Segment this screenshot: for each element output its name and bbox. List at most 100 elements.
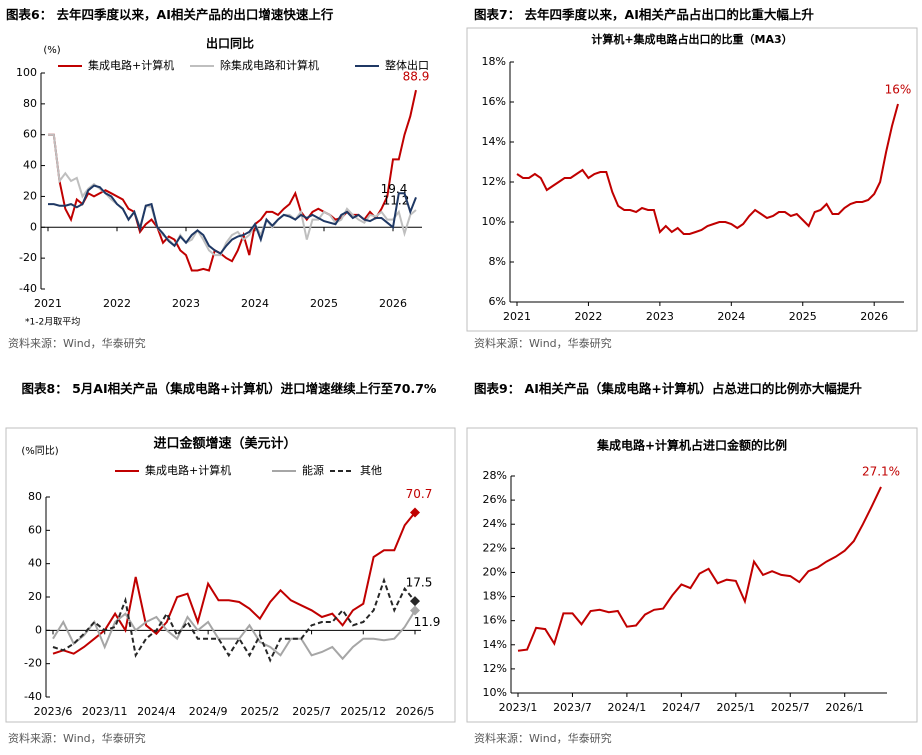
- y-tick-label: 26%: [483, 493, 507, 506]
- y-axis-label: (%): [43, 45, 60, 56]
- x-tick-label: 2023/6: [34, 705, 73, 718]
- y-tick-label: 16%: [482, 95, 506, 108]
- y-tick-label: 60: [28, 523, 42, 536]
- line-series: [52, 511, 416, 655]
- y-tick-label: 14%: [482, 135, 506, 148]
- value-label: 11.9: [414, 615, 441, 629]
- y-tick-label: 12%: [482, 175, 506, 188]
- value-label: 27.1%: [862, 464, 900, 478]
- y-tick-label: 10%: [482, 215, 506, 228]
- end-marker: [410, 605, 420, 616]
- y-tick-label: 80: [23, 97, 37, 110]
- y-tick-label: 20: [28, 590, 42, 603]
- source-note: 资料来源：Wind，华泰研究: [474, 732, 612, 745]
- legend-label: 整体出口: [385, 58, 429, 72]
- line-series: [517, 486, 882, 652]
- y-tick-label: -20: [24, 657, 42, 670]
- figure-caption: 图表9： AI相关产品（集成电路+计算机）占总进口的比例亦大幅提升: [474, 381, 862, 396]
- y-tick-label: 18%: [482, 55, 506, 68]
- y-tick-label: 100: [16, 66, 37, 79]
- y-tick-label: 18%: [483, 590, 507, 603]
- line-series: [48, 133, 417, 257]
- y-tick-label: 60: [23, 128, 37, 141]
- legend-label: 集成电路+计算机: [88, 58, 174, 72]
- value-label: 17.5: [406, 576, 433, 590]
- y-tick-label: 8%: [489, 255, 506, 268]
- y-tick-label: 6%: [489, 295, 506, 308]
- frame: [466, 27, 918, 332]
- x-tick-label: 2024/7: [662, 701, 701, 714]
- x-tick-label: 2026/5: [396, 705, 435, 718]
- legend-label: 其他: [360, 464, 382, 477]
- line-series: [52, 577, 416, 663]
- source-note: 资料来源：Wind，华泰研究: [8, 337, 146, 350]
- x-tick-label: 2025: [310, 297, 338, 310]
- y-tick-label: 0: [30, 220, 37, 233]
- value-label: 19.4: [381, 182, 408, 196]
- chart-title: 计算机+集成电路占出口的比重（MA3）: [591, 32, 792, 46]
- frame: [466, 427, 918, 723]
- x-tick-label: 2023: [646, 310, 674, 323]
- x-tick-label: 2026/1: [825, 701, 864, 714]
- legend-label: 除集成电路和计算机: [220, 58, 319, 72]
- x-tick-label: 2025: [789, 310, 817, 323]
- x-tick-label: 2023/7: [553, 701, 592, 714]
- chart-title: 出口同比: [206, 36, 254, 51]
- x-tick-label: 2023: [172, 297, 200, 310]
- line-series: [52, 609, 416, 661]
- figure-caption: 图表7： 去年四季度以来，AI相关产品占出口的比重大幅上升: [474, 7, 814, 22]
- y-tick-label: 16%: [483, 614, 507, 627]
- y-tick-label: 14%: [483, 638, 507, 651]
- y-tick-label: 0: [35, 623, 42, 636]
- x-tick-label: 2025/1: [716, 701, 755, 714]
- x-tick-label: 2025/7: [771, 701, 810, 714]
- x-tick-label: 2023/11: [82, 705, 128, 718]
- x-tick-label: 2024: [717, 310, 745, 323]
- y-tick-label: -40: [19, 282, 37, 295]
- x-tick-label: 2026: [860, 310, 888, 323]
- y-tick-label: 40: [23, 159, 37, 172]
- x-tick-label: 2021: [503, 310, 531, 323]
- x-tick-label: 2024/4: [137, 705, 176, 718]
- x-tick-label: 2025/2: [241, 705, 280, 718]
- y-tick-label: 12%: [483, 662, 507, 675]
- y-tick-label: 80: [28, 490, 42, 503]
- figure-caption: 图表6： 去年四季度以来，AI相关产品的出口增速快速上行: [6, 7, 334, 22]
- y-tick-label: -40: [24, 690, 42, 703]
- y-tick-label: 10%: [483, 686, 507, 699]
- frame: [5, 427, 456, 723]
- line-series: [48, 184, 417, 255]
- line-series: [516, 103, 899, 235]
- y-axis-label: (%同比): [21, 445, 58, 457]
- end-marker: [410, 507, 420, 518]
- x-tick-label: 2026: [379, 297, 407, 310]
- y-tick-label: 20: [23, 189, 37, 202]
- source-note: 资料来源：Wind，华泰研究: [8, 732, 146, 745]
- x-tick-label: 2025/12: [340, 705, 386, 718]
- x-tick-label: 2022: [574, 310, 602, 323]
- y-tick-label: 20%: [483, 565, 507, 578]
- value-label: 70.7: [406, 487, 433, 501]
- value-label: 11.2: [383, 194, 410, 208]
- chart-title: 进口金额增速（美元计）: [153, 436, 296, 452]
- x-tick-label: 2022: [103, 297, 131, 310]
- y-tick-label: 24%: [483, 517, 507, 530]
- source-note: 资料来源：Wind，华泰研究: [474, 337, 612, 350]
- figure-caption: 图表8： 5月AI相关产品（集成电路+计算机）进口增速继续上行至70.7%: [21, 381, 437, 396]
- y-tick-label: 40: [28, 557, 42, 570]
- value-label: 16%: [885, 83, 912, 97]
- x-tick-label: 2025/7: [292, 705, 331, 718]
- x-tick-label: 2024/1: [608, 701, 647, 714]
- x-tick-label: 2023/1: [499, 701, 538, 714]
- y-tick-label: 22%: [483, 541, 507, 554]
- chart-title: 集成电路+计算机占进口金额的比例: [596, 438, 787, 453]
- y-tick-label: -20: [19, 251, 37, 264]
- footnote: *1-2月取平均: [25, 316, 80, 328]
- x-tick-label: 2021: [34, 297, 62, 310]
- y-tick-label: 28%: [483, 469, 507, 482]
- legend-label: 能源: [302, 463, 324, 477]
- end-marker: [410, 596, 420, 607]
- x-tick-label: 2024: [241, 297, 269, 310]
